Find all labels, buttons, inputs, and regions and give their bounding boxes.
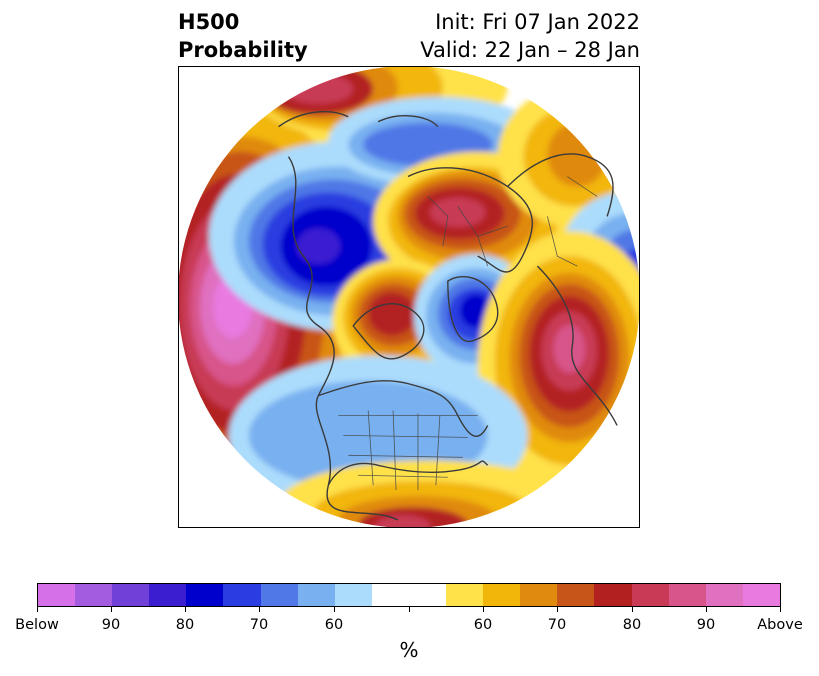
colorbar-label-above-90: 90 bbox=[696, 617, 716, 633]
colorbar-label-below-80: 80 bbox=[175, 617, 195, 633]
anomaly-field bbox=[179, 67, 639, 527]
colorbar-segment-above-70 bbox=[520, 584, 558, 606]
colorbar-segment-neutral bbox=[371, 584, 447, 606]
coastlines bbox=[278, 110, 618, 521]
title-variable: H500 bbox=[178, 10, 240, 34]
init-date: Init: Fri 07 Jan 2022 bbox=[435, 10, 640, 34]
valid-range: Valid: 22 Jan – 28 Jan bbox=[420, 38, 640, 62]
colorbar-tick bbox=[483, 607, 484, 612]
colorbar-segment-below-70 bbox=[260, 584, 298, 606]
chart-dates: Init: Fri 07 Jan 2022 Valid: 22 Jan – 28… bbox=[420, 8, 640, 64]
colorbar-segment-above-75 bbox=[557, 584, 595, 606]
colorbar-segment-below-100 bbox=[38, 584, 76, 606]
colorbar-tick bbox=[334, 607, 335, 612]
colorbar-tick bbox=[706, 607, 707, 612]
map-panel bbox=[178, 66, 640, 528]
colorbar-tick bbox=[111, 607, 112, 612]
colorbar-segment-below-60 bbox=[334, 584, 372, 606]
colorbar-label-above-80: 80 bbox=[622, 617, 642, 633]
colorbar-tick bbox=[259, 607, 260, 612]
colorbar-label-below: Below bbox=[15, 617, 59, 633]
colorbar-label-above: Above bbox=[757, 617, 803, 633]
colorbar-segment-above-65 bbox=[483, 584, 521, 606]
colorbar-units: % bbox=[399, 638, 419, 662]
colorbar-tick bbox=[780, 607, 781, 612]
colorbar-segment-below-90 bbox=[112, 584, 150, 606]
colorbar-segment-above-85 bbox=[631, 584, 669, 606]
colorbar-segment-above-80 bbox=[594, 584, 632, 606]
colorbar-segment-below-80 bbox=[186, 584, 224, 606]
colorbar-segment-above-100 bbox=[742, 584, 780, 606]
political-borders bbox=[338, 176, 598, 491]
colorbar-label-below-60: 60 bbox=[324, 617, 344, 633]
colorbar-label-above-60: 60 bbox=[473, 617, 493, 633]
probability-map bbox=[179, 67, 639, 527]
gulf-anomaly bbox=[278, 460, 578, 527]
colorbar-tick bbox=[557, 607, 558, 612]
chart-title: H500 Probability bbox=[178, 8, 308, 64]
colorbar-label-below-70: 70 bbox=[249, 617, 269, 633]
colorbar-segment-below-65 bbox=[297, 584, 335, 606]
colorbar-segment-above-90 bbox=[668, 584, 706, 606]
colorbar-segment-above-60 bbox=[446, 584, 484, 606]
colorbar-segment-above-95 bbox=[705, 584, 743, 606]
colorbar-segment-below-95 bbox=[75, 584, 113, 606]
colorbar-segment-below-85 bbox=[149, 584, 187, 606]
colorbar-tick bbox=[37, 607, 38, 612]
colorbar-segment-below-75 bbox=[223, 584, 261, 606]
colorbar-tick bbox=[632, 607, 633, 612]
colorbar-label-below-90: 90 bbox=[101, 617, 121, 633]
colorbar-tick bbox=[185, 607, 186, 612]
colorbar-label-above-70: 70 bbox=[547, 617, 567, 633]
colorbar-tick bbox=[409, 607, 410, 612]
colorbar bbox=[37, 583, 781, 607]
title-product: Probability bbox=[178, 38, 308, 62]
